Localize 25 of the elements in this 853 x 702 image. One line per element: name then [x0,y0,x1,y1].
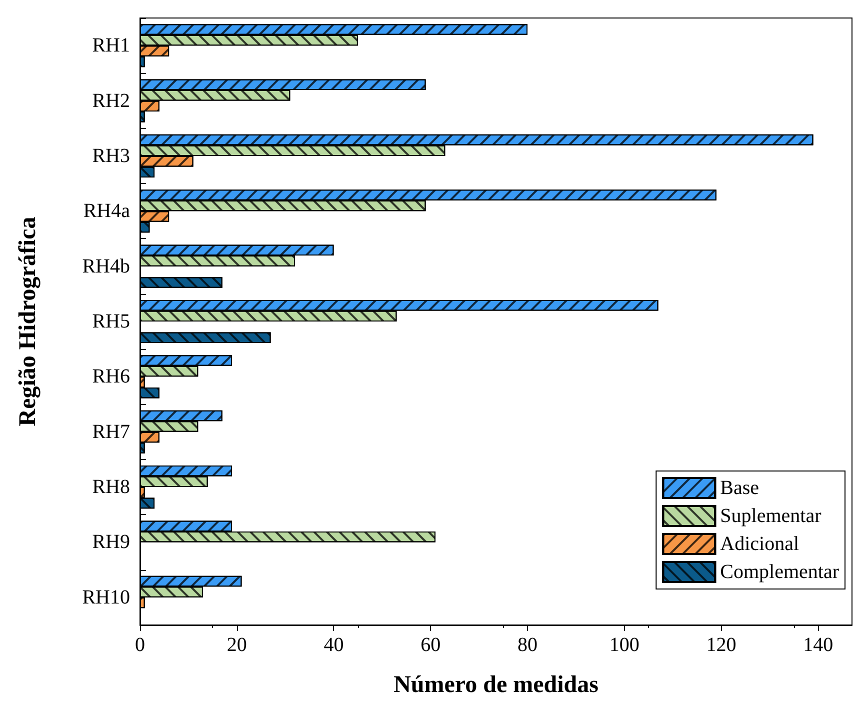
x-tick-label: 100 [609,634,640,656]
x-tick-label: 60 [420,634,441,656]
y-tick-label: RH10 [82,586,130,608]
y-tick-label: RH3 [92,144,130,167]
y-tick-label: RH5 [92,310,130,332]
y-tick-label: RH9 [92,531,130,554]
x-tick-label: 40 [324,634,344,656]
x-tick-label: 120 [706,634,736,656]
y-tick-label: RH7 [92,420,130,443]
x-tick-label: 140 [803,634,834,656]
y-tick-label: RH4b [82,255,130,278]
x-tick-label: 0 [135,634,145,656]
legend-label: Adicional [720,533,800,555]
y-axis-title: Região Hidrográfica [15,216,41,426]
y-tick-label: RH2 [92,90,130,112]
x-axis-title: Número de medidas [394,672,598,698]
legend-label: Base [720,477,760,499]
y-tick-label: RH4a [83,200,130,222]
y-tick-label: RH6 [92,366,130,388]
legend-label: Suplementar [720,505,822,527]
x-tick-label: 80 [517,634,538,656]
y-tick-label: RH8 [92,476,130,498]
y-tick-label: RH1 [92,34,130,57]
legend-label: Complementar [720,561,840,583]
x-tick-label: 20 [226,634,247,656]
